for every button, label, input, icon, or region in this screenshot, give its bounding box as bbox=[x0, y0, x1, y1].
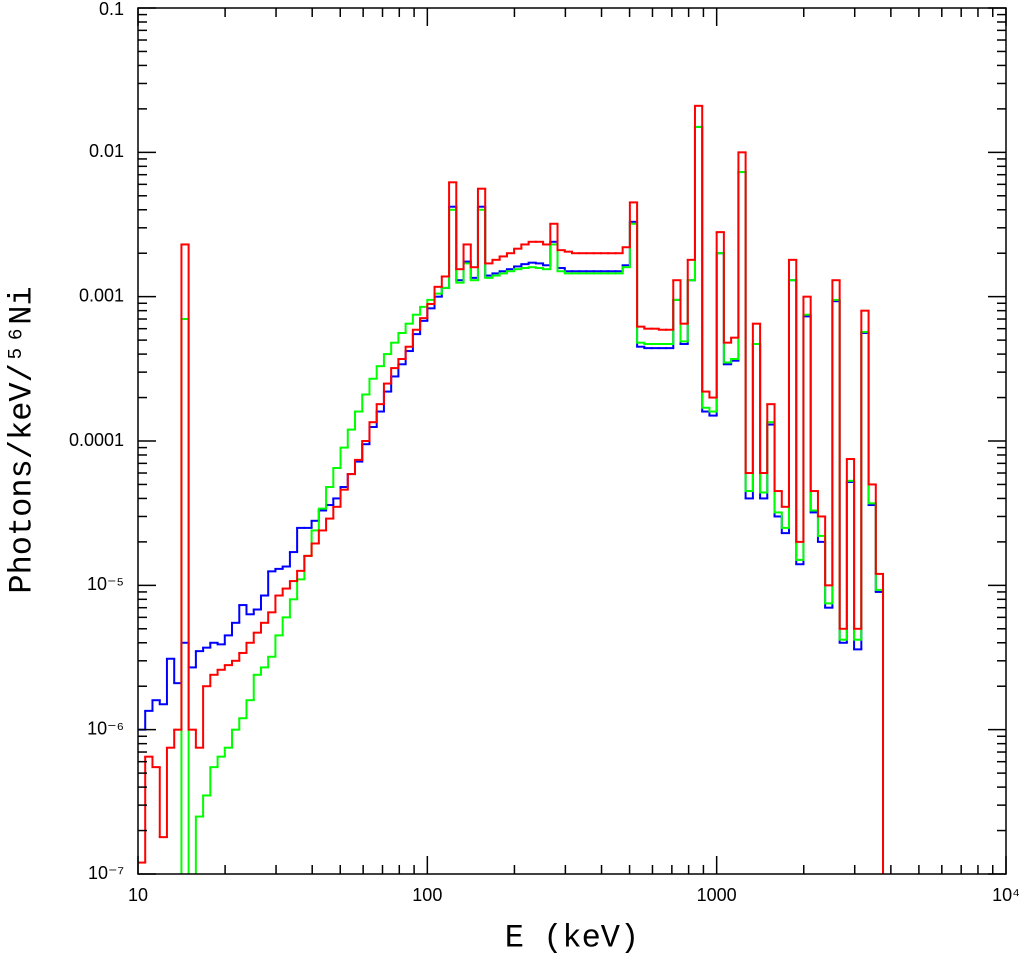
y-tick-label: 10⁻⁷ bbox=[88, 863, 124, 883]
series bbox=[138, 125, 885, 874]
y-tick-label: 10⁻⁵ bbox=[87, 574, 124, 594]
x-tick-label: 10 bbox=[128, 885, 148, 905]
y-axis-title: Photons/keV/⁵⁶Ni bbox=[3, 286, 40, 593]
plot-frame bbox=[137, 7, 1007, 875]
step-risers bbox=[144, 105, 885, 874]
y-tick-label: 0.01 bbox=[89, 141, 124, 161]
x-axis-title: E (keV) bbox=[505, 919, 639, 956]
x-tick-label: 10⁴ bbox=[992, 885, 1020, 905]
step-risers bbox=[144, 126, 885, 874]
y-tick-label: 10⁻⁶ bbox=[87, 718, 124, 738]
x-tick-label: 1000 bbox=[697, 885, 737, 905]
y-tick-label: 0.0001 bbox=[69, 430, 124, 450]
y-tick-label: 0.1 bbox=[99, 0, 124, 19]
series bbox=[180, 125, 885, 874]
step-risers bbox=[180, 126, 885, 874]
series bbox=[138, 104, 885, 874]
x-tick-label: 100 bbox=[412, 885, 442, 905]
y-tick-label: 0.001 bbox=[79, 285, 124, 305]
plot-area bbox=[138, 104, 885, 874]
